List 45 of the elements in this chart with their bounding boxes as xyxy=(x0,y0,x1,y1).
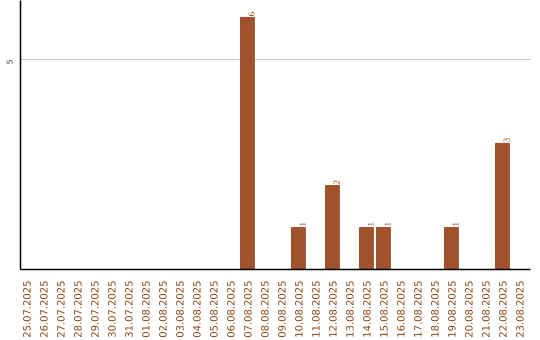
x-tick-label: 01.08.2025 xyxy=(141,280,152,338)
x-tick-label: 05.08.2025 xyxy=(209,280,220,338)
x-tick-label: 04.08.2025 xyxy=(192,280,204,338)
x-tick-label: 15.08.2025 xyxy=(379,280,390,338)
x-tick-label: 23.08.2025 xyxy=(515,280,526,338)
x-tick-label: 07.08.2025 xyxy=(243,280,254,338)
x-tick-label: 19.08.2025 xyxy=(447,280,458,338)
x-tick-label: 18.08.2025 xyxy=(430,280,442,338)
data-label: 1 xyxy=(450,222,460,226)
data-label: 1 xyxy=(382,222,392,226)
y-tick-label: 5 xyxy=(6,59,14,64)
x-tick-label: 22.08.2025 xyxy=(498,280,510,338)
x-tick-label: 14.08.2025 xyxy=(362,280,374,338)
x-tick-label: 16.08.2025 xyxy=(396,280,408,338)
x-tick-label: 25.07.2025 xyxy=(22,280,34,338)
x-tick-label: 06.08.2025 xyxy=(226,280,238,338)
x-tick-label: 13.08.2025 xyxy=(345,280,356,338)
bar xyxy=(376,226,391,270)
data-label: 3 xyxy=(501,137,512,142)
x-tick-label: 30.07.2025 xyxy=(107,280,118,338)
x-tick-label: 09.08.2025 xyxy=(277,280,288,338)
x-tick-label: 21.08.2025 xyxy=(481,280,492,338)
x-tick-label: 27.07.2025 xyxy=(56,280,68,338)
bar xyxy=(240,16,255,270)
bar xyxy=(494,142,510,270)
x-tick-label: 08.08.2025 xyxy=(260,280,272,338)
data-label: 6 xyxy=(246,11,256,16)
x-tick-label: 03.08.2025 xyxy=(175,280,186,338)
x-tick-label: 10.08.2025 xyxy=(294,280,306,338)
data-label: 1 xyxy=(297,222,308,226)
data-label: 2 xyxy=(331,180,342,184)
bar xyxy=(358,226,374,270)
x-tick-label: 31.07.2025 xyxy=(124,280,136,338)
x-tick-label: 20.08.2025 xyxy=(464,280,476,338)
bar xyxy=(290,226,306,270)
x-tick-label: 12.08.2025 xyxy=(328,280,340,338)
bar xyxy=(444,226,459,270)
x-tick-label: 02.08.2025 xyxy=(158,280,170,338)
x-tick-label: 11.08.2025 xyxy=(311,280,322,338)
x-tick-label: 17.08.2025 xyxy=(413,280,424,338)
x-tick-label: 26.07.2025 xyxy=(39,280,50,338)
bar xyxy=(324,184,340,270)
x-tick-label: 28.07.2025 xyxy=(73,280,84,338)
x-tick-label: 29.07.2025 xyxy=(90,280,102,338)
data-label: 1 xyxy=(365,222,376,226)
